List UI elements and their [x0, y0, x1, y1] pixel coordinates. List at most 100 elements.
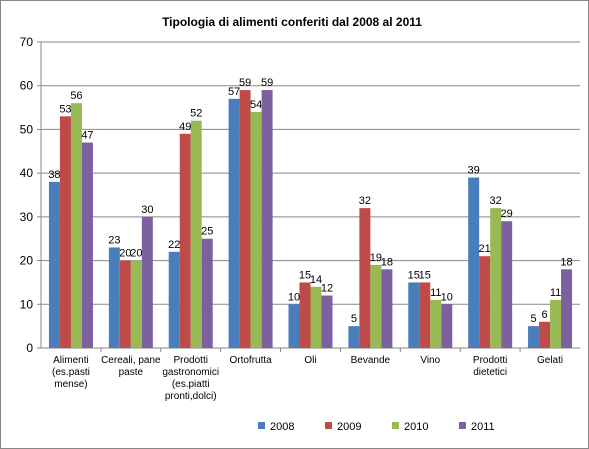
data-label: 22 — [168, 239, 180, 251]
bar-2008 — [288, 304, 300, 348]
data-label: 32 — [359, 195, 371, 207]
bar-2010 — [550, 299, 562, 348]
data-label: 10 — [288, 291, 300, 303]
chart-title: Tipologia di alimenti conferiti dal 2008… — [162, 15, 422, 29]
data-label: 21 — [479, 243, 491, 255]
data-label: 15 — [299, 269, 311, 281]
data-label: 56 — [70, 90, 82, 102]
category-label: Vino — [420, 355, 440, 366]
data-label: 23 — [108, 234, 120, 246]
bar-2010 — [250, 111, 262, 348]
bar-2010 — [70, 103, 82, 348]
y-tick-label: 30 — [20, 210, 34, 224]
y-tick-label: 70 — [20, 35, 34, 49]
data-label: 15 — [419, 269, 431, 281]
category-label: Ortofrutta — [229, 355, 272, 366]
legend-swatch-2010 — [392, 422, 399, 429]
data-label: 39 — [468, 165, 480, 177]
data-label: 25 — [201, 226, 213, 238]
data-label: 30 — [141, 204, 153, 216]
category-label: Cereali, pane paste — [101, 355, 161, 378]
data-label: 15 — [408, 269, 420, 281]
bar-2011 — [321, 295, 333, 348]
legend-swatch-2009 — [325, 422, 332, 429]
bar-2008 — [408, 282, 420, 348]
data-label: 59 — [261, 77, 273, 89]
data-label: 11 — [430, 287, 441, 299]
bar-2008 — [168, 251, 180, 348]
data-label: 5 — [351, 313, 357, 325]
legend-label: 2008 — [270, 421, 294, 433]
category-labels: Alimenti (es.pasti mense) Cereali, pane past… — [52, 355, 563, 402]
data-label: 38 — [48, 169, 60, 181]
category-label: Prodotti dietetici — [473, 355, 507, 378]
data-label: 54 — [250, 99, 262, 111]
bar-2011 — [261, 90, 273, 348]
bar-2009 — [359, 208, 371, 348]
legend-label: 2011 — [471, 421, 495, 433]
bars — [48, 90, 573, 348]
bar-2010 — [310, 286, 322, 348]
data-label: 18 — [560, 256, 572, 268]
data-label: 11 — [550, 287, 561, 299]
bar-2008 — [348, 326, 360, 348]
bar-2008 — [228, 98, 240, 348]
data-label: 53 — [59, 103, 71, 115]
data-labels: 3853564723202030224952255759545910151412… — [48, 77, 572, 325]
bar-2008 — [48, 181, 60, 348]
data-label: 19 — [370, 252, 382, 264]
category-label: Alimenti (es.pasti mense) — [52, 355, 90, 390]
data-label: 5 — [530, 313, 536, 325]
data-label: 20 — [119, 248, 131, 260]
data-label: 18 — [381, 256, 393, 268]
bar-2009 — [299, 282, 311, 348]
legend-label: 2009 — [337, 421, 361, 433]
bar-2008 — [108, 247, 120, 348]
bar-2009 — [539, 321, 551, 348]
data-label: 29 — [501, 208, 513, 220]
category-label: Gelati — [537, 355, 563, 366]
bar-2009 — [239, 90, 251, 348]
bar-2008 — [468, 177, 480, 348]
bar-2009 — [59, 116, 71, 348]
bar-2009 — [419, 282, 431, 348]
data-label: 52 — [190, 108, 202, 120]
category-label: Oli — [304, 355, 316, 366]
y-tick-label: 0 — [26, 341, 33, 355]
data-label: 47 — [81, 130, 93, 142]
bar-2010 — [190, 120, 202, 348]
data-label: 49 — [179, 121, 191, 133]
data-label: 57 — [228, 86, 240, 98]
data-label: 20 — [130, 248, 142, 260]
bar-2011 — [441, 304, 453, 348]
bar-2011 — [501, 221, 513, 348]
bar-2010 — [490, 208, 502, 348]
bar-2009 — [479, 256, 491, 348]
bar-2010 — [130, 260, 142, 348]
legend-swatch-2008 — [258, 422, 265, 429]
bar-2011 — [561, 269, 573, 348]
bar-2009 — [179, 133, 191, 348]
data-label: 10 — [441, 291, 453, 303]
bar-2011 — [381, 269, 393, 348]
data-label: 32 — [490, 195, 502, 207]
bar-2011 — [141, 216, 153, 348]
y-tick-label: 20 — [20, 254, 34, 268]
y-tick-label: 50 — [20, 122, 34, 136]
bar-2011 — [81, 142, 93, 348]
category-label: Prodotti gastronomici (es.piatti pronti,dol… — [162, 355, 219, 402]
legend-label: 2010 — [404, 421, 428, 433]
y-tick-label: 10 — [20, 297, 34, 311]
bar-2010 — [430, 299, 442, 348]
bar-2010 — [370, 264, 382, 348]
data-label: 59 — [239, 77, 251, 89]
y-tick-label: 60 — [20, 79, 34, 93]
y-tick-label: 40 — [20, 166, 34, 180]
data-label: 14 — [310, 274, 322, 286]
bar-2009 — [119, 260, 131, 348]
legend-swatch-2011 — [459, 422, 466, 429]
bar-2011 — [201, 238, 213, 348]
data-label: 6 — [541, 309, 547, 321]
legend: 2008 2009 2010 2011 — [258, 421, 495, 433]
